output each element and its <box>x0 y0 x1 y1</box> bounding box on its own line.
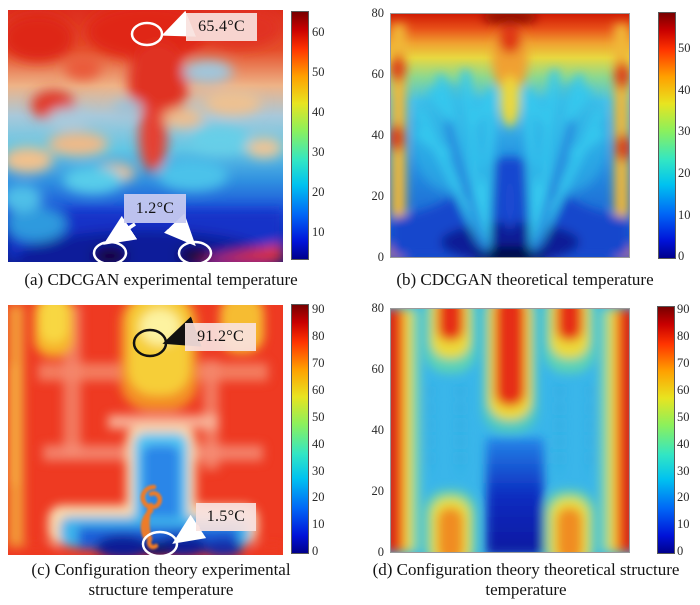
panel-a <box>8 10 283 262</box>
annotation-overlay-a <box>92 10 213 262</box>
colorbar-tick: 20 <box>312 490 325 504</box>
colorbar-tick: 90 <box>312 302 325 316</box>
colorbar-tick: 50 <box>312 410 325 424</box>
caption-c: (c) Configuration theory experimental st… <box>0 560 322 600</box>
colorbar-a <box>291 11 309 260</box>
caption-a: (a) CDCGAN experimental temperature <box>24 270 298 289</box>
caption-d-line1: (d) Configuration theory theoretical str… <box>372 560 680 579</box>
colorbar-tick: 30 <box>677 464 690 478</box>
y-tick: 60 <box>371 362 385 376</box>
plot-b <box>390 13 630 258</box>
colorbar-tick: 50 <box>677 410 690 424</box>
caption-c-line2: structure temperature <box>88 580 234 599</box>
colorbar-tick: 60 <box>312 25 325 39</box>
plot-d <box>390 308 630 553</box>
cold-spot-circle <box>92 240 128 262</box>
hot-spot-circle <box>130 21 164 47</box>
colorbar-tick: 50 <box>312 65 325 79</box>
colorbar-tick: 30 <box>312 145 325 159</box>
colorbar-tick: 10 <box>678 208 691 222</box>
caption-c-line1: (c) Configuration theory experimental <box>31 560 291 579</box>
colorbar-tick: 50 <box>678 41 691 55</box>
cold-spot-circle <box>141 530 179 555</box>
y-tick: 80 <box>371 6 385 20</box>
y-tick: 20 <box>371 484 385 498</box>
colorbar-b <box>658 12 676 259</box>
annotation-label-min-a: 1.2°C <box>124 194 186 223</box>
colorbar-tick: 60 <box>312 383 325 397</box>
white-arrow-icon <box>172 514 207 544</box>
colorbar-tick: 0 <box>312 544 319 558</box>
hot-spot-circle <box>132 328 168 358</box>
colorbar-tick: 30 <box>678 124 691 138</box>
colorbar-tick: 0 <box>678 249 685 263</box>
colorbar-tick: 70 <box>677 356 690 370</box>
caption-d-line2: temperature <box>485 580 567 599</box>
colorbar-d <box>657 306 675 554</box>
colorbar-tick: 10 <box>312 225 325 239</box>
colorbar-tick: 40 <box>312 105 325 119</box>
colorbar-tick: 30 <box>312 464 325 478</box>
colorbar-tick: 40 <box>678 83 691 97</box>
y-tick: 60 <box>371 67 385 81</box>
y-tick: 20 <box>371 189 385 203</box>
y-tick: 40 <box>371 128 385 142</box>
thermal-field-d <box>391 309 629 552</box>
colorbar-tick: 40 <box>677 437 690 451</box>
colorbar-tick: 40 <box>312 437 325 451</box>
colorbar-tick: 60 <box>677 383 690 397</box>
colorbar-tick: 10 <box>677 517 690 531</box>
annotation-overlay-c <box>132 316 207 555</box>
y-tick: 0 <box>377 545 384 559</box>
colorbar-tick: 70 <box>312 356 325 370</box>
annotation-label-min-c: 1.5°C <box>196 503 256 531</box>
colorbar-tick: 0 <box>677 544 684 558</box>
white-arrow-icon <box>103 215 138 245</box>
y-tick: 0 <box>377 250 384 264</box>
colorbar-tick: 80 <box>312 329 325 343</box>
colorbar-tick: 20 <box>312 185 325 199</box>
annotation-label-max-a: 65.4°C <box>186 13 257 41</box>
thermal-field-b <box>391 14 629 257</box>
colorbar-tick: 10 <box>312 517 325 531</box>
caption-d: (d) Configuration theory theoretical str… <box>352 560 700 600</box>
y-tick: 40 <box>371 423 385 437</box>
thermal-image-a <box>8 10 283 262</box>
colorbar-c <box>291 304 309 554</box>
colorbar-tick: 20 <box>678 166 691 180</box>
cold-spot-circle <box>177 240 213 262</box>
colorbar-tick: 80 <box>677 329 690 343</box>
annotation-label-max-c: 91.2°C <box>185 323 256 351</box>
colorbar-tick: 90 <box>677 302 690 316</box>
caption-b: (b) CDCGAN theoretical temperature <box>396 270 654 289</box>
y-tick: 80 <box>371 301 385 315</box>
colorbar-tick: 20 <box>677 490 690 504</box>
white-arrow-icon <box>164 213 196 247</box>
black-arrow-icon <box>162 316 202 347</box>
